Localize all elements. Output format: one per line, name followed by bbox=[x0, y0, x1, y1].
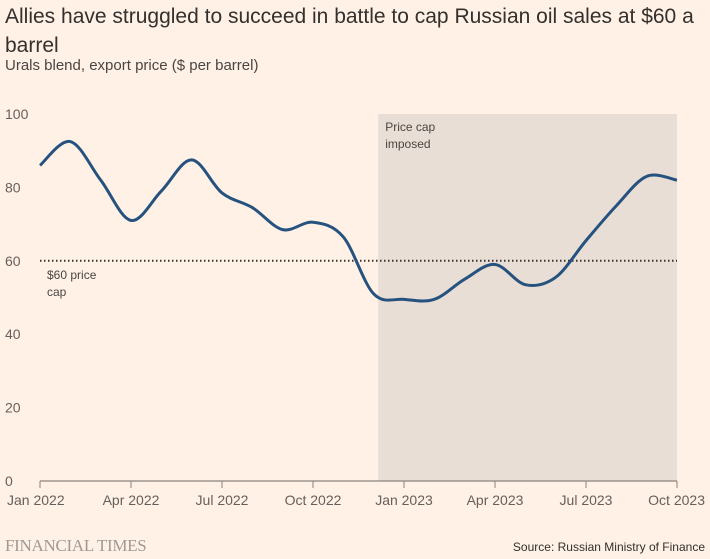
x-tick-label: Jan 2022 bbox=[7, 492, 65, 508]
x-tick-label: Apr 2022 bbox=[103, 492, 160, 508]
y-tick-label: 80 bbox=[5, 179, 21, 195]
chart-title: Allies have struggled to succeed in batt… bbox=[5, 5, 694, 57]
price-cap-imposed-label: imposed bbox=[385, 137, 430, 151]
price-cap-imposed-label: Price cap bbox=[385, 120, 435, 134]
x-tick-label: Jul 2023 bbox=[560, 492, 613, 508]
source-note: Source: Russian Ministry of Finance bbox=[512, 540, 705, 554]
y-tick-label: 20 bbox=[5, 400, 21, 416]
chart-subtitle: Urals blend, export price ($ per barrel) bbox=[5, 57, 259, 74]
price-cap-reference-label: $60 price bbox=[47, 268, 97, 282]
x-tick-label: Apr 2023 bbox=[467, 492, 524, 508]
urals-price-line bbox=[38, 140, 678, 303]
y-tick-label: 100 bbox=[5, 106, 29, 122]
price-cap-reference-label: cap bbox=[47, 285, 67, 299]
y-tick-label: 0 bbox=[5, 473, 13, 489]
x-tick-label: Jan 2023 bbox=[375, 492, 433, 508]
y-tick-label: 60 bbox=[5, 253, 21, 269]
y-tick-label: 40 bbox=[5, 326, 21, 342]
ft-logo: FINANCIAL TIMES bbox=[5, 536, 147, 555]
price-cap-shaded-region bbox=[378, 114, 677, 481]
x-tick-label: Oct 2022 bbox=[285, 492, 342, 508]
x-tick-label: Jul 2022 bbox=[196, 492, 249, 508]
x-tick-label: Oct 2023 bbox=[648, 492, 705, 508]
